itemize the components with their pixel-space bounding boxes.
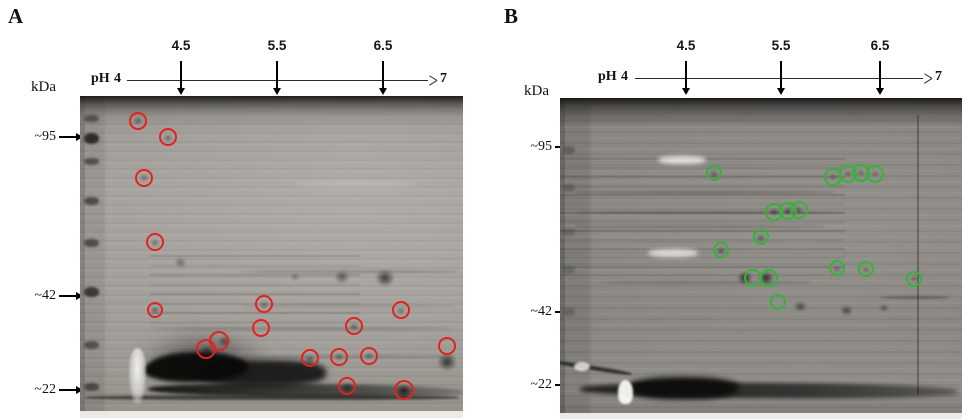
down-arrow-line — [685, 61, 687, 88]
ph-tick-label: 4.5 — [676, 38, 696, 53]
panel-b-label: B — [504, 4, 519, 28]
mw-arrow-line — [59, 389, 76, 391]
gel-texture — [295, 181, 415, 187]
ph-tick-label: 6.5 — [870, 38, 890, 53]
down-arrow-line — [180, 61, 182, 88]
gel-edge-strip — [80, 411, 463, 418]
gel-texture — [579, 381, 959, 400]
down-arrow-line — [382, 61, 384, 88]
right-arrow-icon — [76, 292, 83, 300]
right-arrow-icon — [76, 133, 83, 141]
mw-label: ~95 — [34, 129, 56, 144]
gel-texture — [129, 348, 146, 404]
ph-tick-4-5: 4.5 — [166, 38, 196, 95]
gel-image-a — [80, 96, 463, 411]
gel-texture — [658, 156, 706, 164]
gel-texture — [560, 158, 845, 276]
gel-texture — [575, 225, 825, 228]
ph-axis-end-value: 7 — [935, 69, 942, 84]
down-arrow-line — [276, 61, 278, 88]
right-arrow-icon — [76, 386, 83, 394]
ph-tick-4-5: 4.5 — [671, 38, 701, 95]
kda-label: kDa — [31, 79, 56, 95]
gel-texture — [575, 191, 835, 194]
ph-axis-end-value: 7 — [440, 71, 447, 86]
mw-arrow-line — [59, 295, 76, 297]
ph-axis-label: pH — [598, 69, 617, 84]
gel-texture — [240, 270, 460, 273]
panel-a-label: A — [8, 4, 24, 28]
mw-marker-22: ~22 — [24, 382, 83, 398]
panel-a: A kDa pH 4 7 4.5 5.5 6.5 ~95 ~42 — [0, 0, 487, 420]
gel-texture — [917, 115, 919, 395]
ph-axis-label: pH — [91, 71, 110, 86]
gel-texture — [880, 296, 950, 299]
ph-axis-arrowhead-icon — [922, 72, 932, 86]
ph-axis-arrowhead-icon — [427, 74, 437, 88]
down-arrow-icon — [273, 88, 281, 95]
down-arrow-icon — [177, 88, 185, 95]
mw-label: ~42 — [530, 304, 552, 319]
down-arrow-icon — [682, 88, 690, 95]
mw-arrow-line — [555, 146, 561, 148]
gel-texture — [600, 281, 810, 284]
ph-tick-6-5: 6.5 — [368, 38, 398, 95]
gel-texture — [152, 327, 452, 330]
gel-texture — [575, 211, 845, 214]
mw-label: ~22 — [34, 382, 56, 397]
down-arrow-icon — [777, 88, 785, 95]
gel-texture — [240, 305, 455, 307]
gel-image-b — [560, 98, 962, 413]
gel-dark-smear — [198, 360, 326, 386]
gel-texture — [618, 380, 633, 404]
ph-tick-label: 5.5 — [267, 38, 287, 53]
down-arrow-line — [780, 61, 782, 88]
ph-tick-label: 4.5 — [171, 38, 191, 53]
gel-texture — [150, 255, 360, 325]
gel-texture — [648, 249, 698, 257]
mw-arrow-line — [59, 136, 76, 138]
ph-tick-5-5: 5.5 — [766, 38, 796, 95]
gel-texture — [574, 362, 590, 371]
ph-axis-start-value: 4 — [114, 71, 121, 86]
mw-label: ~95 — [530, 139, 552, 154]
down-arrow-icon — [379, 88, 387, 95]
gel-texture — [240, 355, 455, 358]
mw-marker-95: ~95 — [24, 129, 83, 145]
ph-tick-label: 5.5 — [771, 38, 791, 53]
gel-texture — [560, 359, 632, 377]
kda-label: kDa — [524, 83, 549, 99]
gel-edge-strip — [560, 413, 962, 419]
ph-tick-5-5: 5.5 — [262, 38, 292, 95]
ph-tick-label: 6.5 — [373, 38, 393, 53]
gel-texture — [85, 395, 459, 400]
ph-tick-6-5: 6.5 — [865, 38, 895, 95]
mw-marker-42: ~42 — [24, 288, 83, 304]
mw-arrow-line — [555, 311, 561, 313]
ph-axis-line — [635, 78, 923, 80]
down-arrow-icon — [876, 88, 884, 95]
mw-arrow-line — [555, 384, 561, 386]
ph-axis-start-value: 4 — [621, 69, 628, 84]
down-arrow-line — [879, 61, 881, 88]
mw-label: ~42 — [34, 288, 56, 303]
panel-b: B kDa pH 4 7 4.5 5.5 6.5 ~95 ~42 — [487, 0, 974, 420]
mw-label: ~22 — [530, 377, 552, 392]
